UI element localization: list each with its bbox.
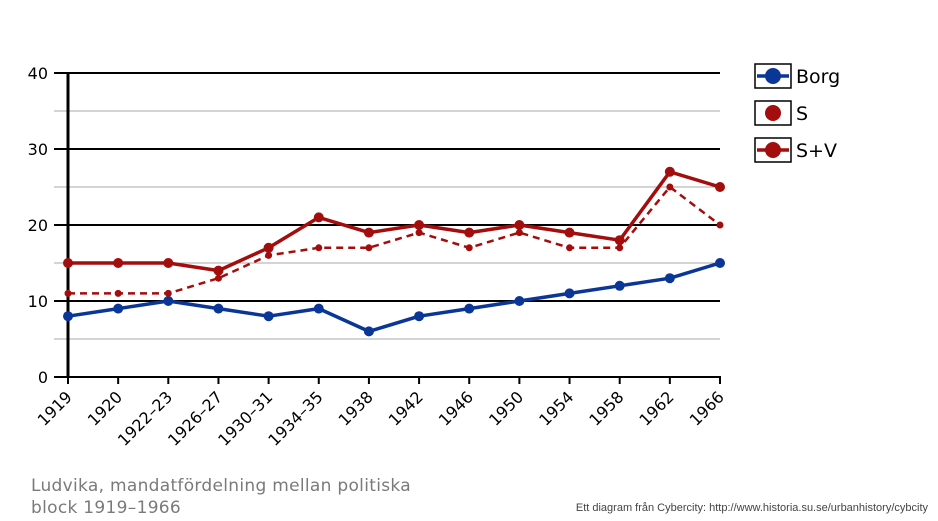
data-point-s xyxy=(566,244,574,252)
data-point-s xyxy=(716,221,724,229)
series-lines xyxy=(63,166,725,337)
data-point-s-v xyxy=(63,258,73,268)
data-point-s-v xyxy=(564,227,575,238)
legend-swatch-marker xyxy=(765,105,781,121)
data-point-borg xyxy=(564,288,575,299)
legend-swatch-marker xyxy=(765,142,781,158)
data-point-s-v xyxy=(514,220,525,230)
x-tick-label: 1958 xyxy=(585,387,627,429)
y-tick-label: 20 xyxy=(28,216,48,235)
data-point-borg xyxy=(63,311,73,322)
data-point-s xyxy=(164,289,172,297)
data-point-borg xyxy=(363,326,374,337)
data-point-s-v xyxy=(664,166,675,177)
data-point-borg xyxy=(514,296,525,306)
series-s-v xyxy=(63,166,725,276)
data-point-s xyxy=(666,183,674,191)
legend-item-borg: Borg xyxy=(754,63,840,89)
data-point-s-v xyxy=(414,220,425,230)
data-point-borg xyxy=(715,258,725,268)
chart-credit: Ett diagram från Cybercity: http://www.h… xyxy=(575,502,928,514)
data-point-s xyxy=(265,251,273,259)
legend-label-s: S xyxy=(796,103,808,125)
data-point-s-v xyxy=(614,235,625,246)
data-point-s-v xyxy=(715,182,725,192)
x-tick-label: 1934–35 xyxy=(264,387,326,449)
data-point-s xyxy=(315,244,323,252)
data-point-s-v xyxy=(213,265,224,276)
data-point-borg xyxy=(263,311,274,322)
x-tick-label: 1938 xyxy=(335,387,377,429)
grid-lines xyxy=(54,72,720,340)
data-point-borg xyxy=(464,303,475,314)
data-point-s-v xyxy=(363,227,374,238)
data-point-s xyxy=(114,289,122,297)
data-point-borg xyxy=(213,303,224,314)
x-tick-label: 1942 xyxy=(385,387,427,429)
data-point-s-v xyxy=(113,258,124,268)
data-point-s xyxy=(415,229,423,237)
data-point-borg xyxy=(113,303,124,314)
x-tick-label: 1919 xyxy=(34,387,76,429)
x-tick-label: 1962 xyxy=(635,387,677,429)
data-point-s xyxy=(214,274,222,282)
data-point-s xyxy=(465,244,473,252)
data-point-s xyxy=(365,244,373,252)
legend-swatch-marker xyxy=(765,68,781,84)
data-point-borg xyxy=(664,273,675,284)
legend-label-s-v: S+V xyxy=(796,140,837,162)
series-line-s-v xyxy=(68,170,721,273)
x-tick-label: 1954 xyxy=(535,387,577,429)
data-point-borg xyxy=(414,311,425,322)
y-tick-label: 40 xyxy=(28,64,48,83)
series-line-s xyxy=(68,185,721,295)
y-tick-label: 0 xyxy=(38,368,48,387)
chart-caption: Ludvika, mandatfördelning mellan politis… xyxy=(31,476,411,518)
data-point-borg xyxy=(313,303,324,314)
data-point-borg xyxy=(614,280,625,291)
legend-item-s-v: S+V xyxy=(754,137,837,163)
series-borg xyxy=(63,258,725,337)
x-tick-label: 1920 xyxy=(84,387,126,429)
data-point-s xyxy=(515,229,523,237)
series-line-borg xyxy=(67,261,721,334)
x-tick-label: 1946 xyxy=(435,387,477,429)
data-point-s-v xyxy=(263,242,274,253)
data-point-s xyxy=(64,289,72,297)
data-point-borg xyxy=(163,296,174,306)
y-tick-label: 10 xyxy=(28,292,48,311)
series-s xyxy=(64,183,724,297)
legend-label-borg: Borg xyxy=(796,66,840,88)
y-tick-label: 30 xyxy=(28,140,48,159)
data-point-s-v xyxy=(464,227,475,238)
legend: Borg S S+V xyxy=(754,63,840,163)
x-tick-label: 1950 xyxy=(485,387,527,429)
data-point-s xyxy=(616,244,624,252)
x-tick-label: 1966 xyxy=(686,387,728,429)
legend-item-s: S xyxy=(754,100,808,126)
data-point-s-v xyxy=(163,258,174,268)
data-point-s-v xyxy=(313,212,324,223)
